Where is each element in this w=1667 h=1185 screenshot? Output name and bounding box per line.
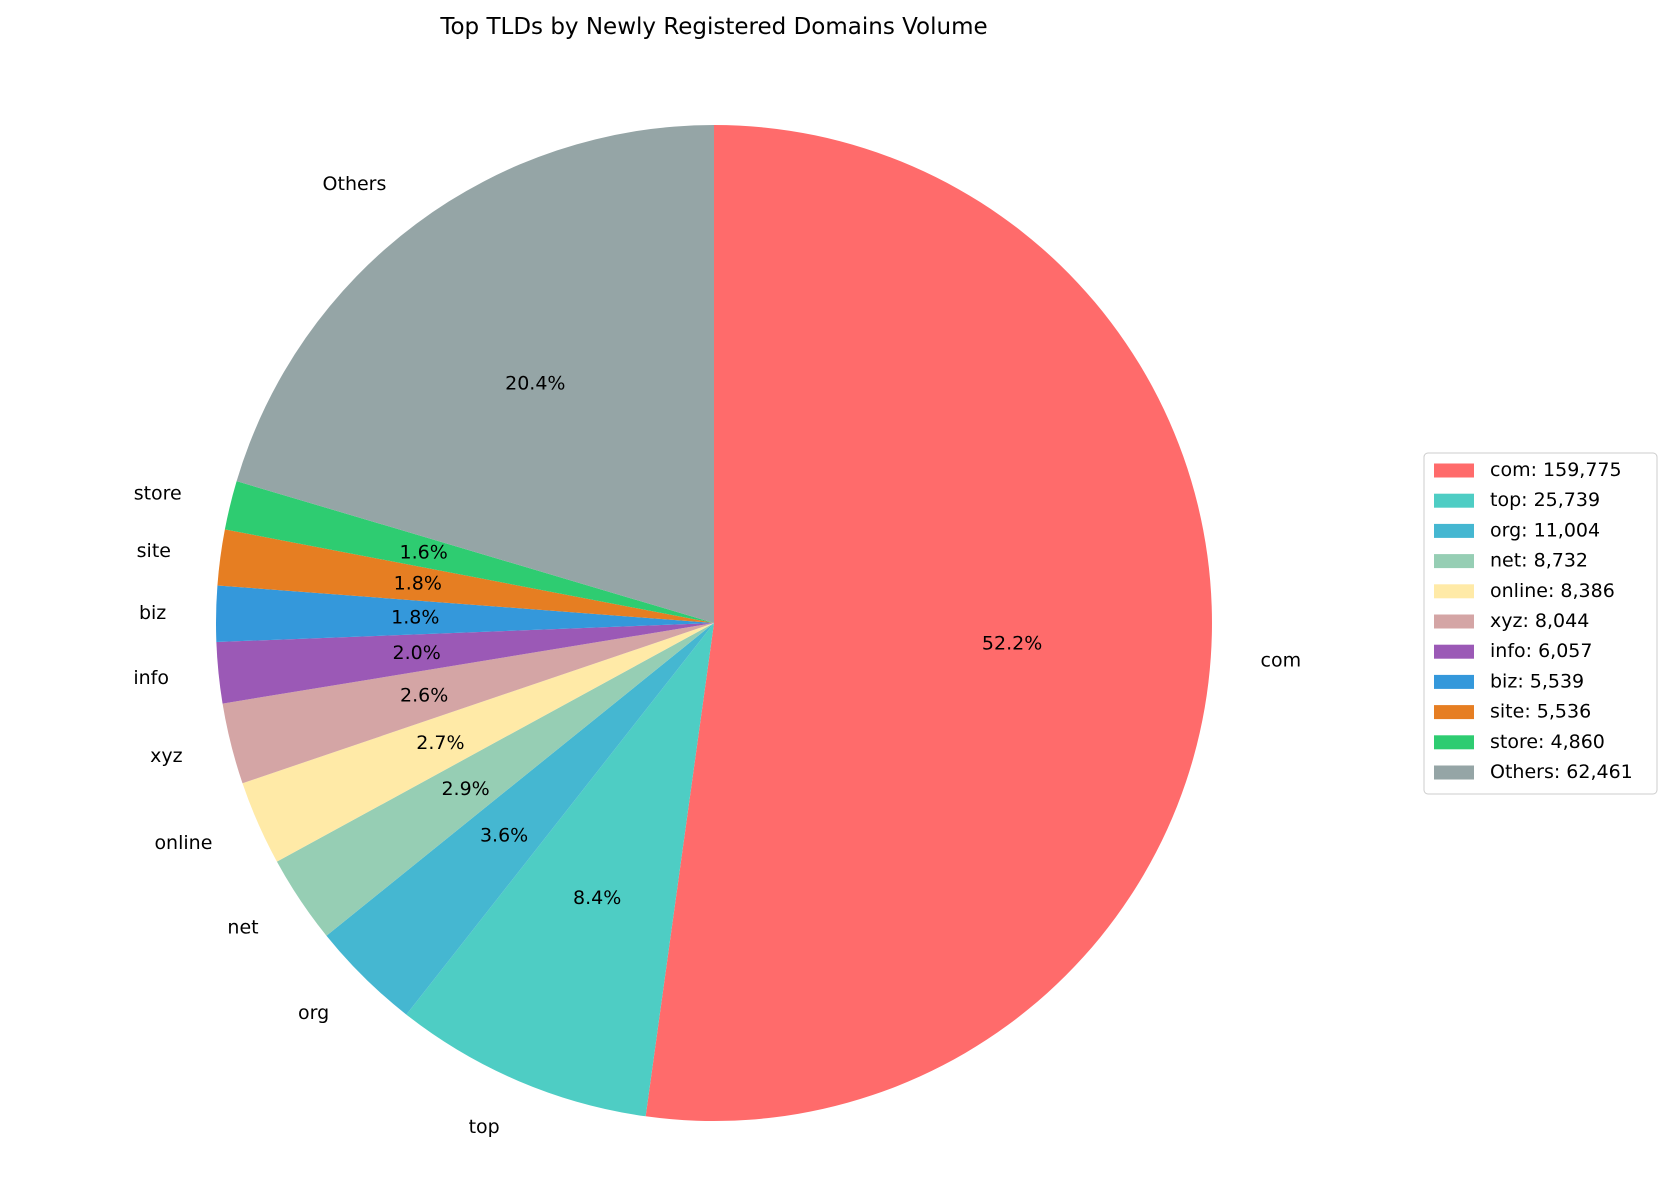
legend-swatch-net xyxy=(1434,554,1474,569)
pie-slice-xyz xyxy=(222,623,714,784)
percentage-labels: 52.2% 8.4% 3.6% 2.9% 2.7% 2.6% 2.0% 1.8% 1.8% 1.6… xyxy=(391,373,1042,909)
legend-label-net: net: 8,732 xyxy=(1490,550,1588,572)
legend-swatch-others xyxy=(1434,765,1474,780)
slice-label-com: com xyxy=(1261,650,1302,672)
pie-slice-net xyxy=(276,623,714,936)
pct-label-others: 20.4% xyxy=(505,373,565,395)
pct-label-com: 52.2% xyxy=(982,633,1042,655)
pie-slice-site xyxy=(217,529,715,623)
legend-label-top: top: 25,739 xyxy=(1490,489,1600,511)
pie-slices xyxy=(215,125,1212,1121)
legend-label-online: online: 8,386 xyxy=(1490,580,1615,602)
pct-label-xyz: 2.6% xyxy=(400,685,448,707)
legend-frame xyxy=(1423,452,1658,795)
pie-slice-top xyxy=(406,623,714,1117)
legend-label-com: com: 159,775 xyxy=(1490,459,1622,481)
legend-swatch-info xyxy=(1434,644,1474,659)
pie-slice-others xyxy=(236,125,714,623)
pct-label-biz: 1.8% xyxy=(391,606,439,628)
legend-label-others: Others: 62,461 xyxy=(1490,761,1633,783)
pct-label-org: 3.6% xyxy=(480,825,528,847)
slice-label-site: site xyxy=(137,540,171,562)
pie-slice-org xyxy=(326,623,714,1015)
pie-slice-com xyxy=(645,125,1212,1121)
slice-label-info: info xyxy=(133,667,169,689)
legend-swatch-store xyxy=(1434,735,1474,750)
legend-swatch-site xyxy=(1434,705,1474,720)
legend-label-org: org: 11,004 xyxy=(1490,519,1600,541)
chart-title: Top TLDs by Newly Registered Domains Vol… xyxy=(439,14,987,40)
legend-label-site: site: 5,536 xyxy=(1490,701,1591,723)
legend-label-xyz: xyz: 8,044 xyxy=(1490,610,1589,632)
slice-label-online: online xyxy=(154,832,212,854)
slice-label-store: store xyxy=(134,482,182,504)
legend-swatch-online xyxy=(1434,584,1474,599)
pie-slice-store xyxy=(224,481,714,623)
pct-label-site: 1.8% xyxy=(394,573,442,595)
legend-label-info: info: 6,057 xyxy=(1490,640,1592,662)
pct-label-store: 1.6% xyxy=(400,541,448,563)
slice-label-others: Others xyxy=(323,173,387,195)
pct-label-top: 8.4% xyxy=(573,887,621,909)
slice-label-xyz: xyz xyxy=(150,745,182,767)
legend-swatch-com xyxy=(1434,463,1474,478)
slice-label-net: net xyxy=(227,916,258,938)
pct-label-info: 2.0% xyxy=(393,642,441,664)
pie-slice-info xyxy=(216,623,715,704)
legend-swatch-org xyxy=(1434,523,1474,538)
pct-label-online: 2.7% xyxy=(416,732,464,754)
slice-label-biz: biz xyxy=(139,602,166,624)
legend: com: 159,775 top: 25,739 org: 11,004 net: 8… xyxy=(1423,452,1658,795)
legend-label-biz: biz: 5,539 xyxy=(1490,670,1584,692)
pct-label-net: 2.9% xyxy=(441,778,489,800)
slice-labels: com top org net online xyz info biz site store Oth… xyxy=(133,173,1301,1138)
legend-swatch-biz xyxy=(1434,674,1474,689)
legend-swatch-xyz xyxy=(1434,614,1474,629)
slice-label-top: top xyxy=(469,1116,500,1138)
legend-label-store: store: 4,860 xyxy=(1490,731,1605,753)
slice-label-org: org xyxy=(298,1002,329,1024)
legend-swatch-top xyxy=(1434,493,1474,508)
pie-slice-biz xyxy=(215,585,715,643)
pie-slice-online xyxy=(242,623,715,862)
